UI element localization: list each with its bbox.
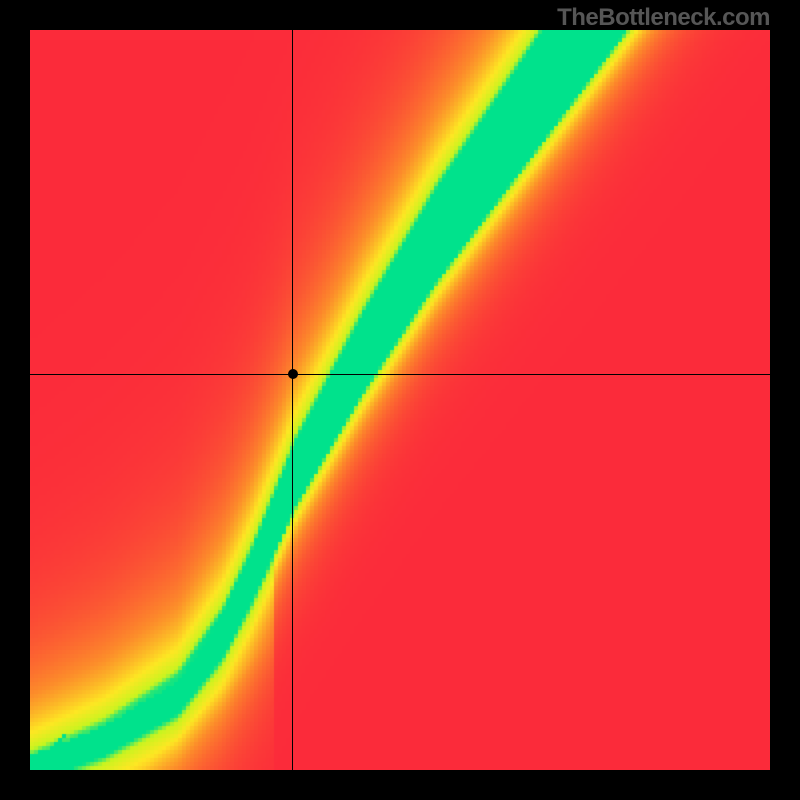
crosshair-horizontal [30, 374, 770, 375]
bottleneck-heatmap [30, 30, 770, 770]
watermark-text: TheBottleneck.com [557, 4, 770, 32]
chart-container: TheBottleneck.com [0, 0, 800, 800]
crosshair-vertical [292, 30, 293, 770]
crosshair-marker [288, 369, 298, 379]
